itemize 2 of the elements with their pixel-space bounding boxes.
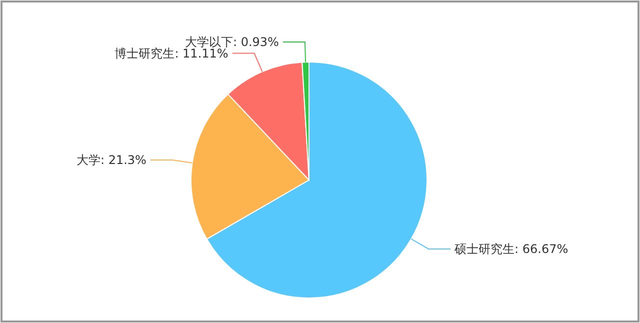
slice-label: 硕士研究生: 66.67% [454,242,568,256]
slice-label: 大学: 21.3% [76,153,146,168]
